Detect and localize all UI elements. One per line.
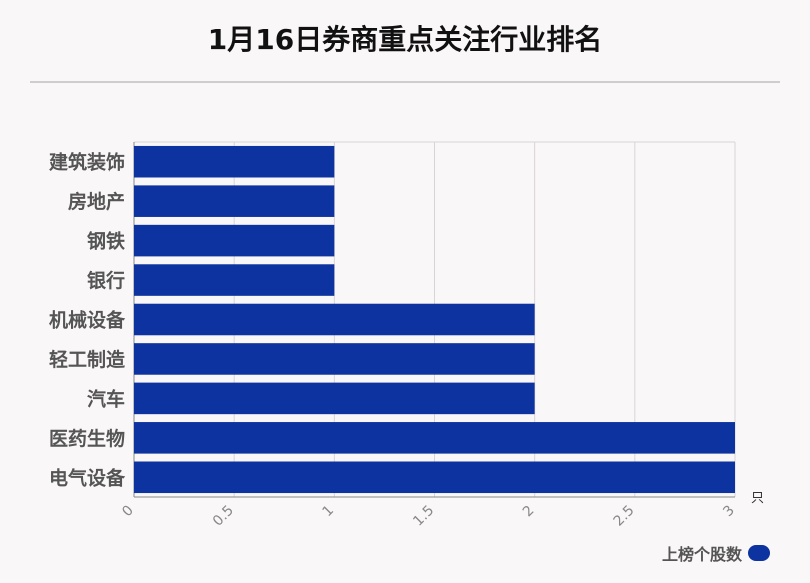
x-tick-label: 0	[119, 503, 137, 521]
x-unit-label: 只	[751, 491, 764, 506]
bar	[134, 422, 735, 454]
y-category-label: 建筑装饰	[49, 151, 125, 174]
y-category-label: 机械设备	[49, 309, 126, 332]
title-divider	[30, 81, 780, 83]
bar	[134, 185, 335, 217]
x-tick-label: 2	[520, 503, 538, 521]
x-tick-label: 1.5	[410, 503, 437, 530]
x-tick-label: 0.5	[210, 503, 237, 530]
legend-swatch	[748, 545, 770, 561]
bar	[134, 461, 735, 494]
bar	[134, 145, 335, 178]
x-tick-label: 3	[720, 503, 738, 521]
bar	[134, 343, 535, 375]
y-category-label: 钢铁	[87, 230, 125, 253]
x-tick-label: 2.5	[611, 503, 638, 530]
y-category-label: 房地产	[68, 190, 125, 213]
legend[interactable]: 上榜个股数	[662, 541, 770, 565]
y-category-label: 轻工制造	[49, 348, 126, 371]
y-category-label: 银行	[87, 269, 125, 292]
y-category-label: 电气设备	[49, 466, 126, 489]
y-category-label: 医药生物	[49, 427, 125, 450]
legend-label: 上榜个股数	[661, 545, 742, 564]
bar	[134, 224, 335, 257]
bar	[134, 303, 535, 336]
chart-title: 1月16日券商重点关注行业排名	[207, 23, 603, 56]
y-category-label: 汽车	[87, 387, 125, 410]
x-tick-label: 1	[320, 503, 338, 521]
bar	[134, 264, 335, 296]
bar	[134, 382, 535, 415]
